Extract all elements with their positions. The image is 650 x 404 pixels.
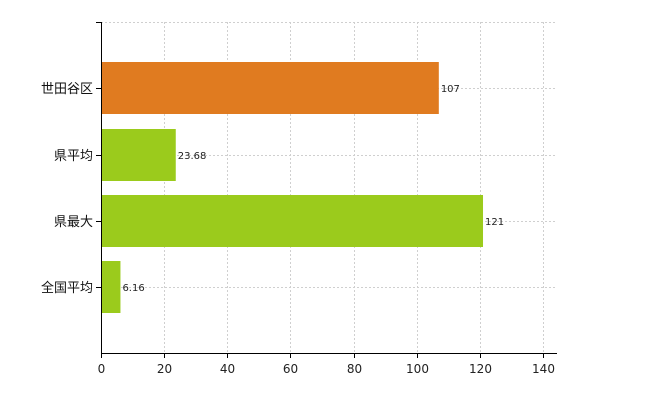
bar [102,195,484,247]
category-label: 県最大 [54,215,93,230]
bar-value-label: 6.16 [122,283,144,294]
x-tick-label: 80 [347,362,362,376]
x-tick-label: 20 [157,362,172,376]
bar-value-label: 121 [485,217,504,228]
bar-layer [102,62,484,313]
x-tick-label: 100 [406,362,429,376]
x-tick-label: 120 [469,362,492,376]
x-tick-label: 60 [283,362,298,376]
bar [102,261,121,313]
x-tick-label: 40 [220,362,235,376]
category-label: 県平均 [54,149,93,164]
bar-value-label: 107 [441,84,460,95]
x-tick-label: 140 [532,362,555,376]
bar-value-label: 23.68 [178,151,207,162]
category-label: 全国平均 [41,280,93,296]
bar [102,129,176,181]
category-label: 世田谷区 [41,82,93,97]
x-tick-label: 0 [98,362,106,376]
axis-layer [96,22,557,358]
bar [102,62,439,114]
